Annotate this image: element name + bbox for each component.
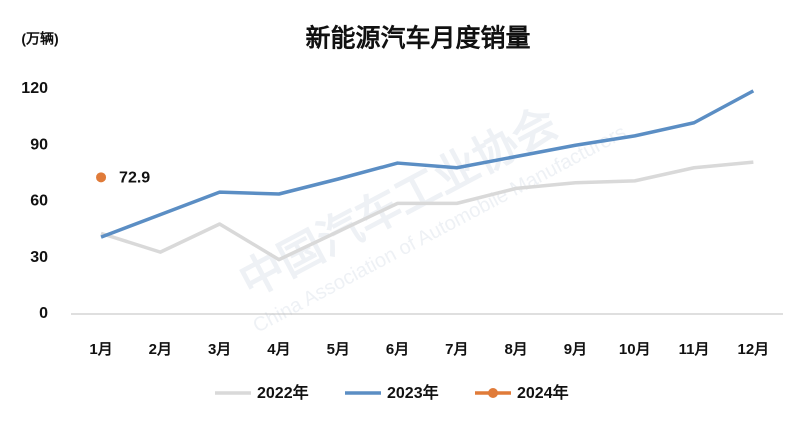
x-tick-label: 12月 <box>738 341 770 358</box>
x-tick-label: 1月 <box>89 341 112 358</box>
point <box>96 172 107 183</box>
x-tick-label: 5月 <box>327 341 350 358</box>
x-tick-label: 10月 <box>619 341 651 358</box>
series-line <box>100 89 755 239</box>
y-tick-label: 90 <box>30 136 48 153</box>
x-tick-label: 7月 <box>445 341 468 358</box>
y-tick-label: 60 <box>30 193 48 210</box>
y-tick-label: 0 <box>39 305 48 322</box>
y-tick-label: 120 <box>21 80 48 97</box>
y-tick-label: 30 <box>30 249 48 266</box>
x-tick-label: 4月 <box>267 341 290 358</box>
y-axis-label: (万辆) <box>21 31 58 47</box>
series-line <box>100 160 754 262</box>
chart-title: 新能源汽车月度销量 <box>305 24 530 53</box>
legend-label: 2022年 <box>257 383 309 402</box>
x-tick-label: 9月 <box>564 341 587 358</box>
x-tick-label: 11月 <box>679 341 710 358</box>
x-tick-label: 3月 <box>208 341 231 358</box>
legend-marker <box>488 388 498 398</box>
legend-label: 2024年 <box>517 383 569 402</box>
x-tick-label: 6月 <box>386 341 409 358</box>
x-tick-label: 2月 <box>149 341 172 358</box>
x-tick-label: 8月 <box>504 341 527 358</box>
data-label: 72.9 <box>119 170 150 187</box>
legend-label: 2023年 <box>387 383 439 402</box>
